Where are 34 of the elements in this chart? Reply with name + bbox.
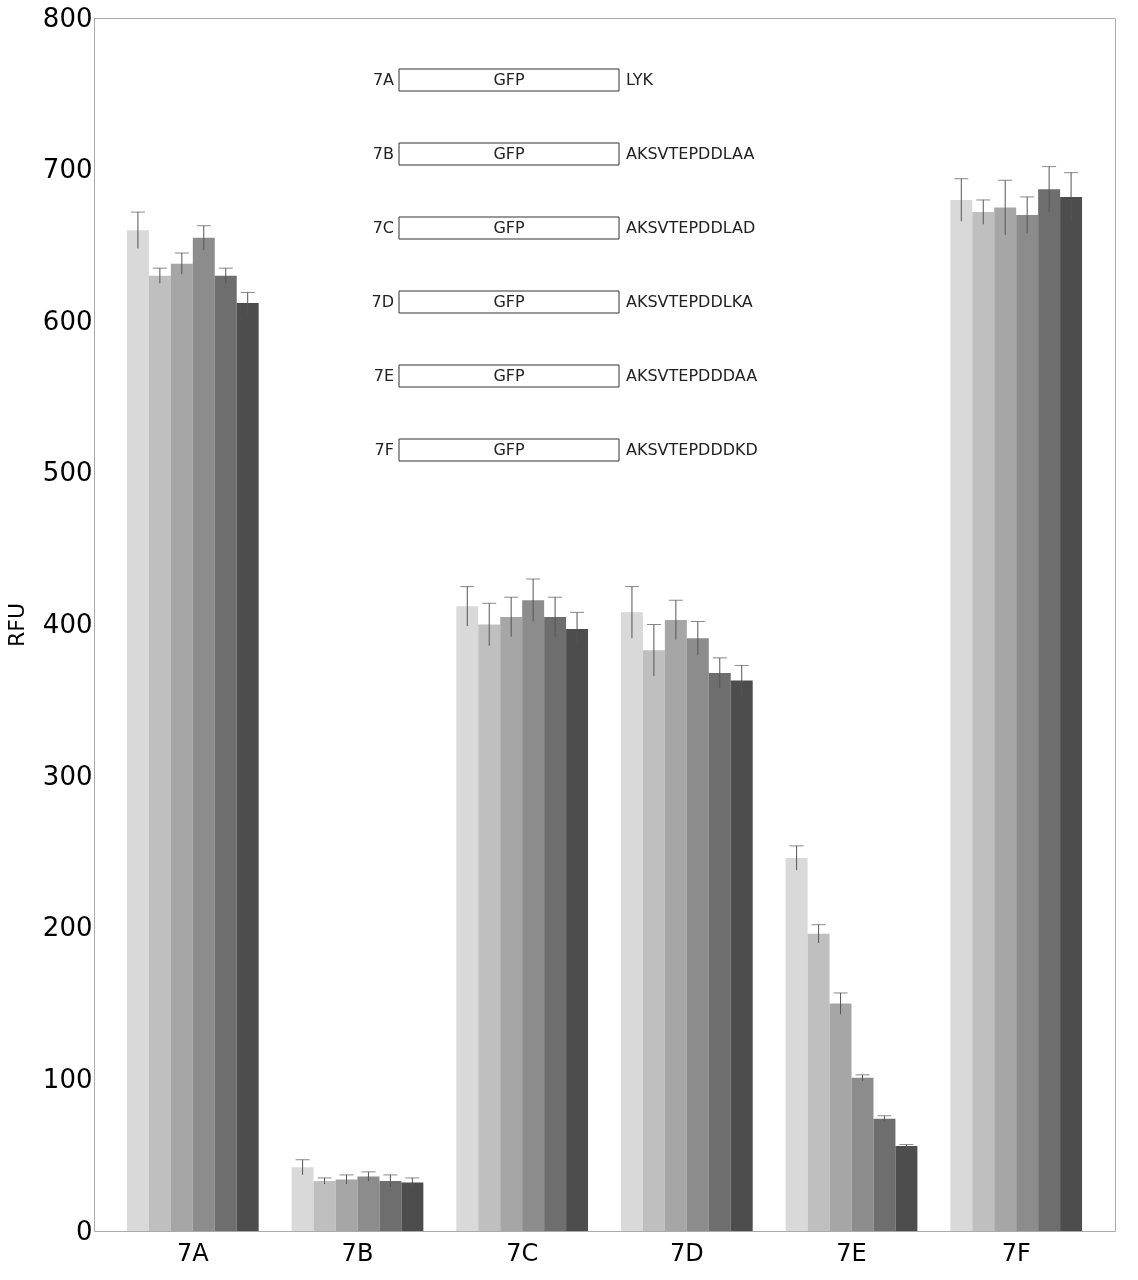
y-tick-label: 600 xyxy=(42,305,93,336)
annotation: AKSVTEPDDLKA xyxy=(626,292,753,311)
y-axis-title: RFU xyxy=(3,602,29,648)
y-tick-label: 0 xyxy=(75,1215,93,1246)
annotation: LYK xyxy=(626,70,654,89)
annotation: GFP xyxy=(493,292,525,311)
x-tick-label: 7D xyxy=(669,1238,704,1267)
y-tick-label: 700 xyxy=(42,154,93,185)
y-tick-label: 100 xyxy=(42,1063,93,1094)
x-tick-label: 7B xyxy=(341,1238,374,1267)
annotation: AKSVTEPDDDKD xyxy=(626,440,758,459)
annotation: GFP xyxy=(493,366,525,385)
y-tick-label: 300 xyxy=(42,760,93,791)
annotation: GFP xyxy=(493,218,525,237)
annotation: GFP xyxy=(493,70,525,89)
y-tick-label: 200 xyxy=(42,912,93,943)
annotation: 7D xyxy=(371,292,394,311)
x-tick-label: 7E xyxy=(836,1238,867,1267)
x-tick-label: 7A xyxy=(176,1238,210,1267)
y-tick-label: 500 xyxy=(42,457,93,488)
annotation: 7E xyxy=(373,366,394,385)
annotation: AKSVTEPDDLAA xyxy=(626,144,755,163)
y-tick-label: 400 xyxy=(42,609,93,639)
annotation: AKSVTEPDDDAA xyxy=(626,366,758,385)
annotation: GFP xyxy=(493,440,525,459)
x-tick-label: 7F xyxy=(1001,1238,1031,1267)
annotation: 7C xyxy=(372,218,394,237)
annotation: 7B xyxy=(372,144,394,163)
annotation: 7A xyxy=(372,70,395,89)
annotation: AKSVTEPDDLAD xyxy=(626,218,756,237)
y-tick-label: 800 xyxy=(42,2,93,33)
annotation: GFP xyxy=(493,144,525,163)
x-tick-label: 7C xyxy=(506,1238,539,1267)
annotation: 7F xyxy=(374,440,394,459)
